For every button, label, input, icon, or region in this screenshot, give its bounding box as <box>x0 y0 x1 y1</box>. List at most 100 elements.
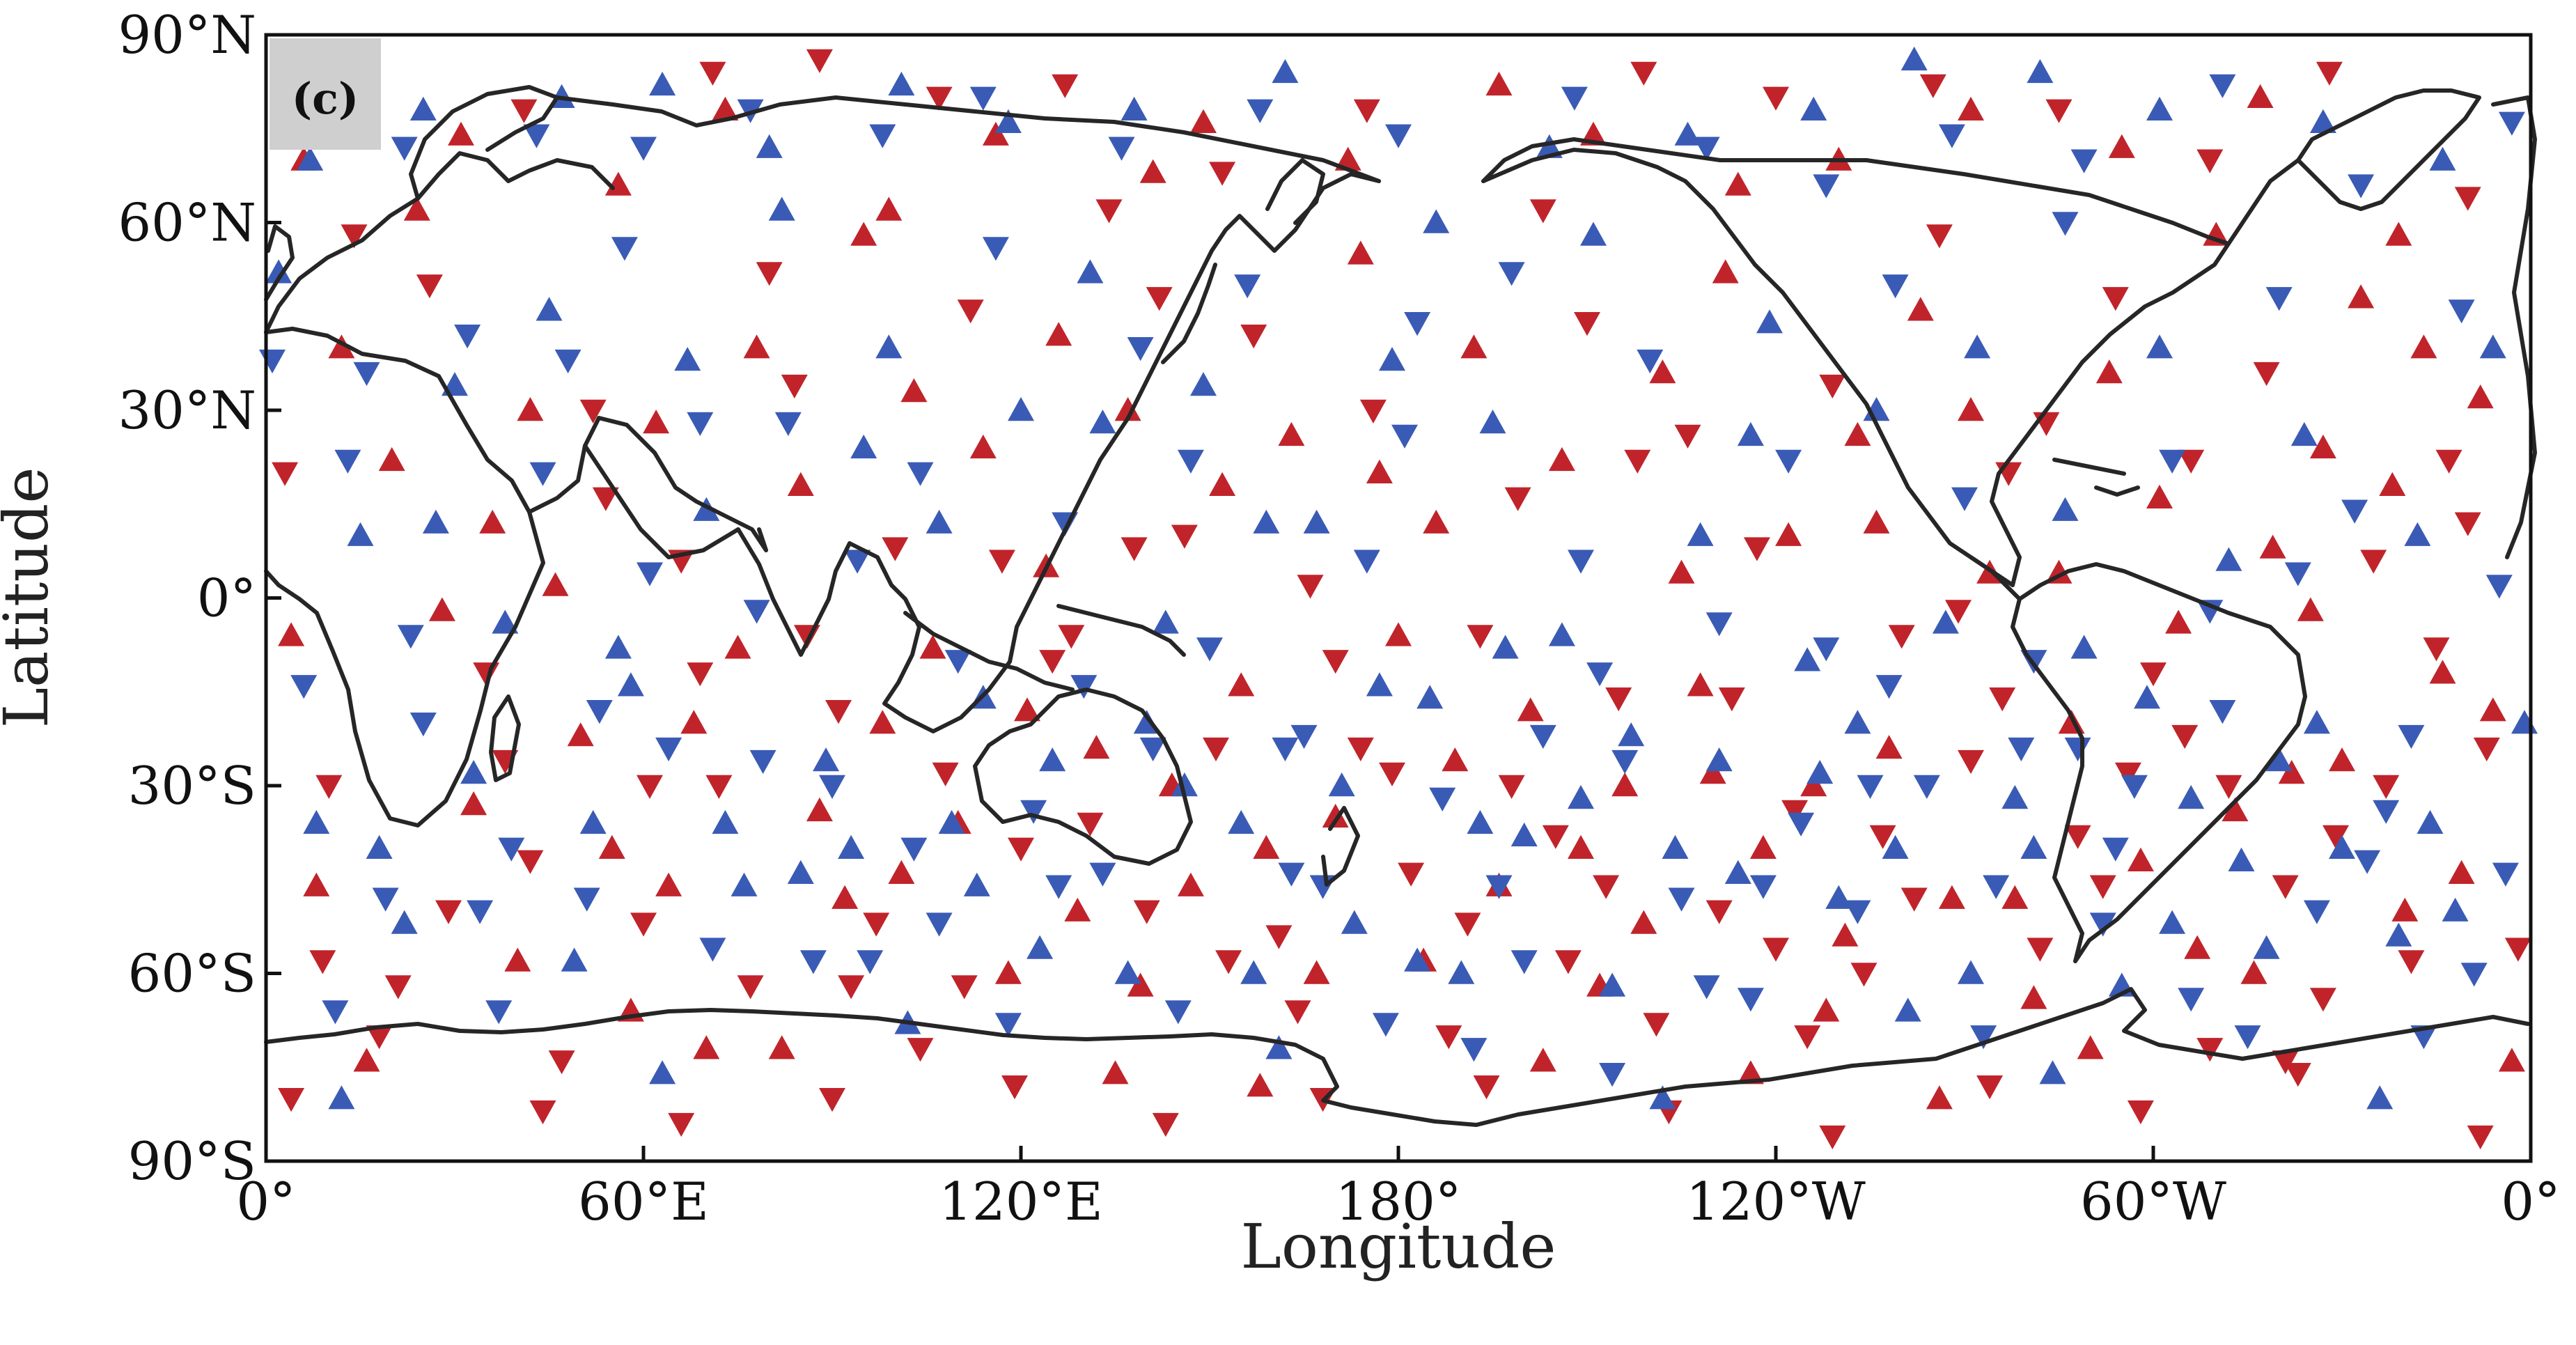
blue-down-triangle-marker <box>2209 74 2236 98</box>
red-down-triangle-marker <box>637 775 663 799</box>
blue-down-triangle-marker <box>397 625 424 649</box>
red-down-triangle-marker <box>1630 61 1657 86</box>
red-up-triangle-marker <box>1177 872 1204 896</box>
blue-up-triangle-marker <box>2329 834 2355 859</box>
red-up-triangle-marker <box>1045 322 1072 346</box>
red-down-triangle-marker <box>825 700 852 724</box>
blue-down-triangle-marker <box>1511 950 1538 974</box>
red-up-triangle-marker <box>1366 459 1393 483</box>
y-tick-label: 30°S <box>128 755 256 816</box>
blue-up-triangle-marker <box>2001 785 2029 809</box>
blue-down-triangle-marker <box>630 137 657 161</box>
blue-down-triangle-marker <box>687 412 714 436</box>
blue-down-triangle-marker <box>1568 550 1594 574</box>
red-down-triangle-marker <box>1624 449 1651 474</box>
red-down-triangle-marker <box>315 775 343 799</box>
red-down-triangle-marker <box>630 912 657 937</box>
blue-up-triangle-marker <box>1467 809 1494 834</box>
x-tick-label: 180° <box>1336 1171 1462 1232</box>
red-up-triangle-marker <box>1127 972 1154 997</box>
blue-up-triangle-marker <box>1479 410 1506 434</box>
blue-down-triangle-marker <box>1139 737 1166 762</box>
red-up-triangle-marker <box>1958 96 1984 120</box>
blue-down-triangle-marker <box>1875 675 1903 699</box>
blue-down-triangle-marker <box>454 325 481 349</box>
blue-down-triangle-marker <box>743 600 770 624</box>
red-down-triangle-marker <box>1133 900 1160 924</box>
red-up-triangle-marker <box>1749 834 1777 859</box>
blue-down-triangle-marker <box>1385 124 1412 148</box>
blue-up-triangle-marker <box>409 96 437 120</box>
red-down-triangle-marker <box>1435 1025 1462 1050</box>
blue-down-triangle-marker <box>586 700 613 724</box>
blue-down-triangle-marker <box>1272 737 1299 762</box>
blue-up-triangle-marker <box>2404 522 2431 546</box>
blue-up-triangle-marker <box>604 635 632 659</box>
blue-up-triangle-marker <box>1492 635 1519 659</box>
red-down-triangle-marker <box>1284 1000 1311 1025</box>
red-down-triangle-marker <box>838 975 865 1000</box>
red-up-triangle-marker <box>1334 146 1361 171</box>
red-down-triangle-marker <box>2064 825 2091 849</box>
red-up-triangle-marker <box>2077 1035 2104 1059</box>
red-down-triangle-marker <box>2454 187 2481 211</box>
blue-up-triangle-marker <box>1265 1035 1293 1059</box>
blue-up-triangle-marker <box>2039 1060 2066 1084</box>
blue-up-triangle-marker <box>2290 421 2318 446</box>
red-down-triangle-marker <box>1888 625 1915 649</box>
red-up-triangle-marker <box>869 710 896 734</box>
blue-down-triangle-marker <box>498 837 525 862</box>
blue-down-triangle-marker <box>1498 262 1525 286</box>
blue-up-triangle-marker <box>994 109 1022 133</box>
blue-down-triangle-marker <box>1020 800 1047 824</box>
blue-up-triangle-marker <box>1599 972 1626 997</box>
red-up-triangle-marker <box>2498 1048 2525 1072</box>
x-tick-label: 60°E <box>578 1171 709 1232</box>
blue-down-triangle-marker <box>1353 550 1380 574</box>
red-up-triangle-marker <box>1699 760 1726 784</box>
blue-up-triangle-marker <box>813 747 839 772</box>
red-up-triangle-marker <box>2448 860 2475 884</box>
red-down-triangle-marker <box>1945 600 1972 624</box>
blue-up-triangle-marker <box>1228 809 1255 834</box>
blue-up-triangle-marker <box>1121 96 1148 120</box>
red-down-triangle-marker <box>1958 749 1984 775</box>
red-up-triangle-marker <box>1875 735 1903 759</box>
blue-up-triangle-marker <box>1618 722 1645 747</box>
blue-up-triangle-marker <box>492 609 519 634</box>
red-down-triangle-marker <box>687 662 714 687</box>
blue-up-triangle-marker <box>1171 772 1198 797</box>
red-down-triangle-marker <box>2272 1050 2299 1075</box>
blue-up-triangle-marker <box>2429 146 2456 171</box>
red-up-triangle-marker <box>1347 240 1374 265</box>
blue-down-triangle-marker <box>2303 900 2330 924</box>
blue-down-triangle-marker <box>554 349 581 374</box>
coast-africa <box>264 327 545 827</box>
blue-up-triangle-marker <box>731 872 758 896</box>
red-down-triangle-marker <box>529 1100 556 1125</box>
red-down-triangle-marker <box>2473 737 2500 762</box>
blue-down-triangle-marker <box>2064 737 2091 762</box>
red-up-triangle-marker <box>1102 1060 1129 1084</box>
x-tick-label: 120°E <box>939 1171 1102 1232</box>
markers-layer <box>259 46 2538 1150</box>
coast-central-america <box>1969 555 2022 601</box>
blue-down-triangle-marker <box>844 550 871 574</box>
blue-up-triangle-marker <box>1806 760 1834 784</box>
red-down-triangle-marker <box>1077 812 1104 837</box>
blue-down-triangle-marker <box>774 412 802 436</box>
red-down-triangle-marker <box>756 262 783 286</box>
red-down-triangle-marker <box>579 399 607 423</box>
red-down-triangle-marker <box>699 61 726 86</box>
red-up-triangle-marker <box>2127 847 2154 871</box>
red-down-triangle-marker <box>1209 162 1236 186</box>
red-down-triangle-marker <box>1763 938 1789 962</box>
red-up-triangle-marker <box>278 622 305 646</box>
red-down-triangle-marker <box>1705 900 1733 924</box>
blue-down-triangle-marker <box>1882 274 1909 299</box>
red-up-triangle-marker <box>1630 910 1657 934</box>
red-down-triangle-marker <box>1001 1075 1028 1100</box>
blue-down-triangle-marker <box>1485 875 1513 899</box>
coast-madagascar <box>489 694 521 782</box>
red-up-triangle-marker <box>1907 297 1934 321</box>
